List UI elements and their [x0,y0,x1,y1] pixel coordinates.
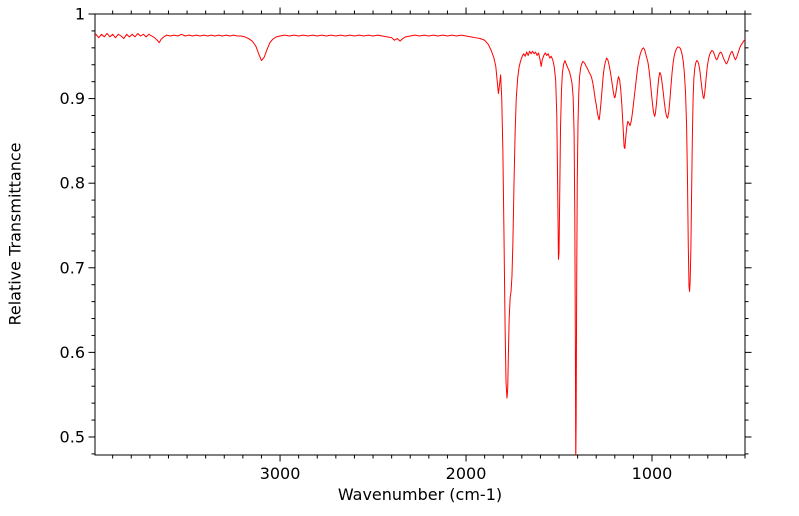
y-tick-label: 0.9 [60,89,85,108]
x-axis: 3000 2000 1000 [112,7,746,483]
y-tick-label: 0.8 [60,174,85,193]
x-tick-label: 1000 [632,464,673,483]
y-tick-label: 1 [75,5,85,24]
y-axis: 1 0.9 0.8 0.7 0.6 0.5 [60,5,752,455]
x-axis-label: Wavenumber (cm-1) [337,485,503,504]
plot-border [94,13,746,456]
spectrum-line [95,32,745,455]
y-tick-label: 0.5 [60,427,85,446]
y-tick-label: 0.6 [60,343,85,362]
x-tick-label: 3000 [260,464,301,483]
x-tick-label: 2000 [446,464,487,483]
y-axis-label: Relative Transmittance [5,142,25,326]
y-tick-label: 0.7 [60,258,85,277]
